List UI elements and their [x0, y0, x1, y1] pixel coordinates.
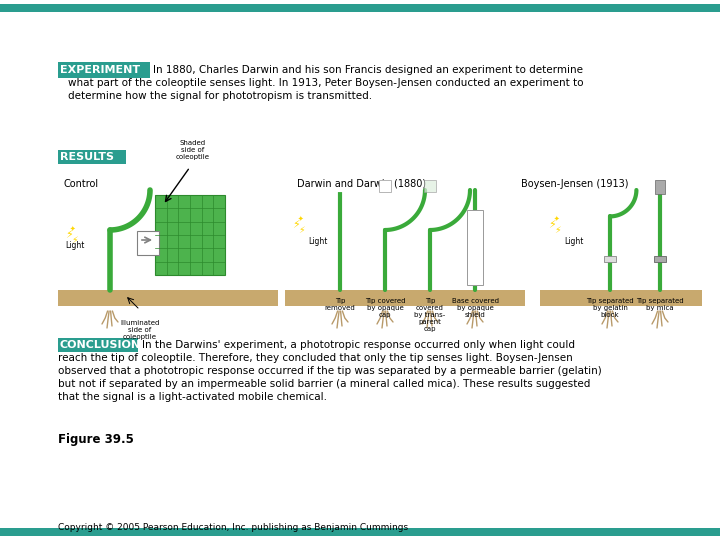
Bar	[467, 210, 483, 285]
Bar	[655, 180, 665, 194]
Text: Darwin and Darwin (1880): Darwin and Darwin (1880)	[297, 179, 426, 189]
Text: but not if separated by an impermeable solid barrier (a mineral called mica). Th: but not if separated by an impermeable s…	[58, 379, 590, 389]
Text: Tip
removed: Tip removed	[325, 298, 356, 311]
Text: ✦: ✦	[297, 216, 302, 222]
Bar	[0, 528, 720, 536]
Text: CONCLUSION: CONCLUSION	[60, 340, 141, 350]
Text: Light: Light	[564, 238, 583, 246]
Text: Base covered
by opaque
shield: Base covered by opaque shield	[451, 298, 498, 318]
Text: ⚡: ⚡	[65, 230, 73, 240]
Text: ⚡: ⚡	[548, 220, 556, 230]
Text: Copyright © 2005 Pearson Education, Inc. publishing as Benjamin Cummings: Copyright © 2005 Pearson Education, Inc.…	[58, 523, 408, 531]
Bar	[0, 4, 720, 12]
Bar	[58, 62, 150, 78]
Bar	[379, 180, 391, 192]
Text: ⚡: ⚡	[72, 235, 78, 245]
Text: In 1880, Charles Darwin and his son Francis designed an experiment to determine: In 1880, Charles Darwin and his son Fran…	[153, 65, 583, 75]
Text: Shaded
side of
coleoptile: Shaded side of coleoptile	[176, 140, 210, 160]
Text: Tip
covered
by trans-
parent
cap: Tip covered by trans- parent cap	[415, 298, 446, 332]
Text: reach the tip of coleoptile. Therefore, they concluded that only the tip senses : reach the tip of coleoptile. Therefore, …	[58, 353, 572, 363]
Bar	[137, 231, 159, 255]
Text: Boysen-Jensen (1913): Boysen-Jensen (1913)	[521, 179, 629, 189]
Bar	[58, 338, 138, 352]
Text: ⚡: ⚡	[292, 220, 300, 230]
Text: ⚡: ⚡	[299, 226, 305, 234]
Text: Light: Light	[308, 238, 328, 246]
Bar	[285, 290, 525, 306]
Bar	[424, 180, 436, 192]
Text: observed that a phototropic response occurred if the tip was separated by a perm: observed that a phototropic response occ…	[58, 366, 602, 376]
Bar	[604, 256, 616, 262]
Text: Tip covered
by opaque
cap: Tip covered by opaque cap	[365, 298, 405, 318]
Text: ⚡: ⚡	[554, 226, 562, 234]
Text: that the signal is a light-activated mobile chemical.: that the signal is a light-activated mob…	[58, 392, 327, 402]
Text: Figure 39.5: Figure 39.5	[58, 434, 134, 447]
Bar	[58, 150, 126, 164]
Text: ✦: ✦	[553, 216, 559, 222]
Text: EXPERIMENT: EXPERIMENT	[60, 65, 140, 75]
Text: RESULTS: RESULTS	[60, 152, 114, 162]
Text: Tip separated
by mica: Tip separated by mica	[636, 298, 684, 311]
Text: what part of the coleoptile senses light. In 1913, Peter Boysen-Jensen conducted: what part of the coleoptile senses light…	[68, 78, 583, 88]
Bar	[58, 290, 278, 306]
Text: Light: Light	[65, 240, 84, 249]
Bar	[540, 290, 702, 306]
Text: Tip separated
by gelatin
block: Tip separated by gelatin block	[586, 298, 634, 318]
Text: Control: Control	[64, 179, 99, 189]
Bar	[654, 256, 666, 262]
Text: Illuminated
side of
coleoptile: Illuminated side of coleoptile	[120, 320, 160, 340]
Text: determine how the signal for phototropism is transmitted.: determine how the signal for phototropis…	[68, 91, 372, 101]
Text: In the Darwins' experiment, a phototropic response occurred only when light coul: In the Darwins' experiment, a phototropi…	[142, 340, 575, 350]
Bar	[155, 195, 225, 275]
Text: ✦: ✦	[71, 226, 76, 232]
